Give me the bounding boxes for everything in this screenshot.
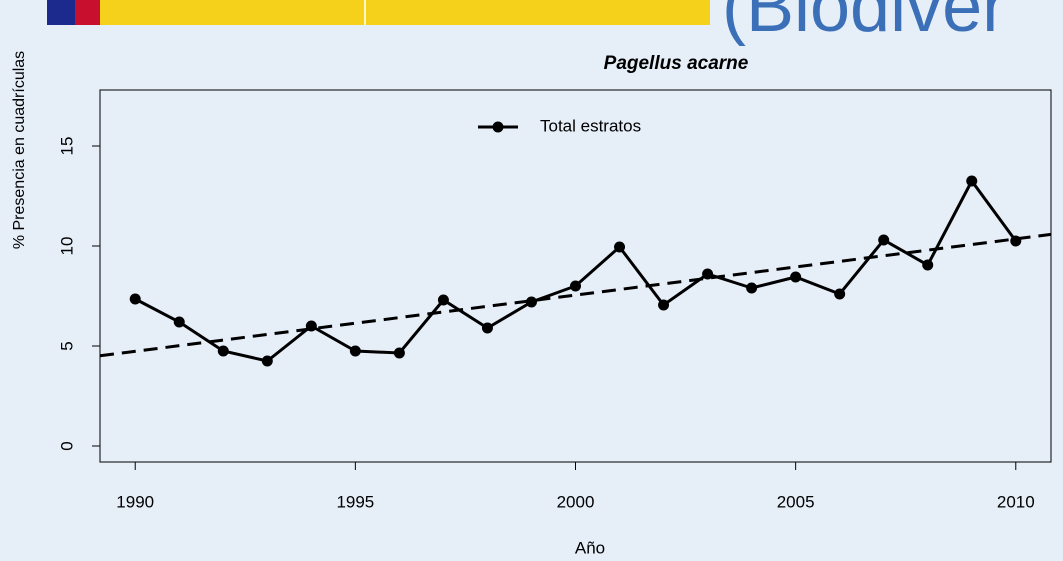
flag-red [75, 0, 100, 25]
data-point [966, 175, 978, 187]
data-point [790, 271, 802, 283]
data-point [305, 320, 317, 332]
y-tick-label: 15 [57, 137, 76, 156]
data-point [129, 293, 141, 305]
x-tick-label: 1990 [116, 492, 154, 511]
data-point [702, 268, 714, 280]
flag-blue [47, 0, 75, 25]
y-axis-label: % Presencia en cuadrículas [11, 51, 28, 249]
y-tick-label: 0 [57, 441, 76, 450]
data-point [393, 347, 405, 359]
legend-label: Total estratos [540, 116, 641, 135]
data-point [349, 345, 361, 357]
data-point [570, 280, 581, 292]
x-tick-label: 2005 [777, 492, 815, 511]
y-tick-label: 10 [57, 237, 76, 256]
data-point [658, 299, 670, 311]
data-point [481, 322, 493, 334]
data-point [525, 296, 537, 308]
trend-line [99, 232, 1052, 358]
data-point [614, 241, 626, 253]
chart-title: Pagellus acarne [604, 53, 749, 74]
plot-frame [99, 89, 1052, 463]
legend-marker [492, 121, 504, 133]
x-axis-label: Año [575, 538, 605, 557]
x-tick-label: 1995 [336, 492, 374, 511]
data-point [173, 316, 185, 328]
data-point [834, 288, 846, 300]
x-tick-label: 2010 [997, 492, 1035, 511]
data-point [437, 294, 449, 306]
data-point [217, 345, 229, 357]
header-title: (Biodiver [722, 0, 1006, 47]
data-point [261, 355, 273, 367]
x-tick-label: 2000 [557, 492, 595, 511]
data-point [878, 234, 890, 246]
y-tick-label: 5 [57, 341, 76, 350]
series-line [134, 178, 1017, 363]
banner [100, 0, 710, 25]
data-point [746, 282, 758, 294]
data-point [922, 259, 934, 271]
data-point [1010, 235, 1022, 247]
